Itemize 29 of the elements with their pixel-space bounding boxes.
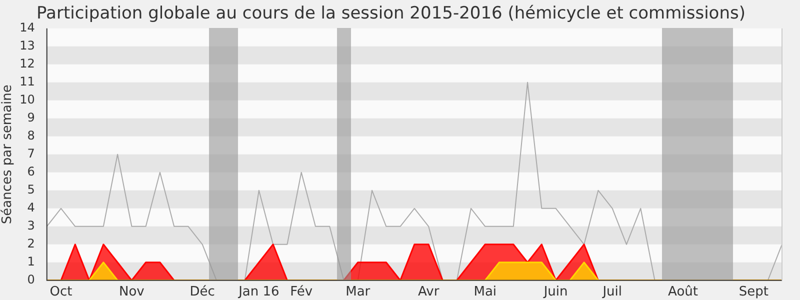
x-tick-label: Août — [668, 284, 698, 300]
y-axis-title: Séances par semaine — [0, 84, 16, 224]
y-tick-label: 6 — [27, 164, 35, 179]
y-tick-label: 13 — [20, 38, 35, 53]
x-tick-label: Avr — [418, 284, 440, 300]
x-tick-label: Mai — [474, 284, 497, 300]
x-tick-label: Oct — [50, 284, 72, 300]
y-tick-label: 4 — [27, 200, 35, 215]
x-tick-label: Déc — [190, 284, 215, 300]
y-tick-label: 10 — [20, 92, 35, 107]
chart-title: Participation globale au cours de la session 2015-2016 (hémicycle et commissions) — [36, 4, 746, 24]
y-tick-label: 8 — [27, 128, 35, 143]
y-tick-label: 7 — [27, 146, 35, 161]
x-tick-label: Juin — [542, 284, 568, 300]
x-tick-label: Nov — [119, 284, 145, 300]
y-tick-label: 11 — [20, 74, 35, 89]
y-tick-label: 1 — [27, 254, 35, 269]
y-tick-label: 14 — [20, 20, 35, 35]
y-tick-label: 2 — [27, 236, 35, 251]
y-tick-label: 3 — [27, 218, 35, 233]
x-tick-label: Jan 16 — [238, 284, 280, 300]
x-tick-label: Sept — [738, 284, 769, 300]
x-tick-label: Juil — [602, 284, 622, 300]
y-tick-label: 5 — [27, 182, 35, 197]
y-tick-label: 0 — [27, 272, 35, 287]
x-tick-label: Fév — [290, 284, 313, 300]
x-tick-label: Mar — [346, 284, 371, 300]
y-tick-label: 9 — [27, 110, 35, 125]
y-tick-label: 12 — [20, 56, 35, 71]
